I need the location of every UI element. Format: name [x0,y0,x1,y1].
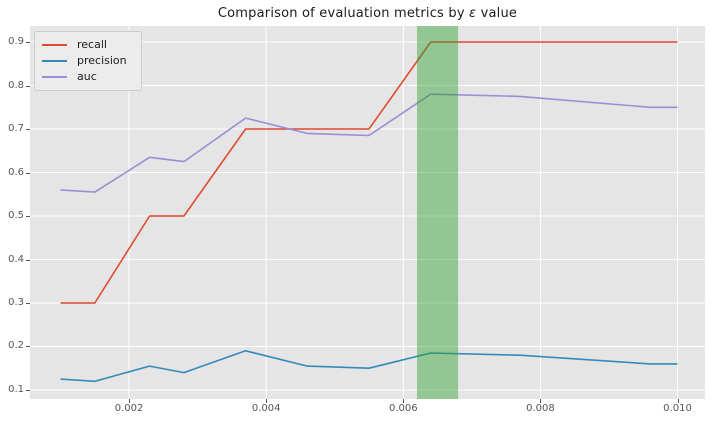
plot-area: recall precision auc [30,26,705,399]
y-tick-label: 0.9 [8,36,24,47]
x-tick-mark [129,399,131,403]
y-tick-mark [26,42,30,43]
y-tick-label: 0.7 [8,123,24,134]
x-tick-mark [540,399,542,403]
series-line-precision [60,349,678,383]
x-tick-mark [266,399,268,403]
y-tick-label: 0.6 [8,166,24,178]
legend-entry-recall: recall [42,37,127,53]
x-tick-mark [677,399,679,403]
y-tick-mark [26,216,30,217]
legend-label-auc: auc [77,70,97,83]
legend-entry-precision: precision [42,53,127,69]
y-tick-mark [26,172,30,174]
chart-title-post: value [476,6,518,21]
recall-line-swatch [42,44,67,46]
legend-label-recall: recall [77,38,107,51]
chart-title: Comparison of evaluation metrics by ε va… [30,6,705,21]
y-tick-label: 0.5 [8,210,24,221]
y-tick-label: 0.2 [8,340,24,352]
series-line-recall [60,41,678,304]
legend: recall precision auc [34,31,142,91]
y-tick-label: 0.1 [8,383,24,395]
y-tick-mark [26,259,30,261]
x-tick-mark [403,399,405,403]
precision-line-swatch [42,60,67,62]
x-tick-label: 0.006 [388,403,418,414]
x-tick-label: 0.004 [251,403,281,414]
legend-label-precision: precision [77,54,127,67]
x-tick-label: 0.008 [526,403,555,414]
auc-line-swatch [42,76,67,78]
x-tick-label: 0.002 [114,403,144,414]
y-tick-mark [26,85,30,87]
x-tick-label: 0.010 [663,403,692,414]
y-tick-mark [26,129,30,130]
y-tick-label: 0.8 [8,79,24,91]
legend-entry-auc: auc [42,69,127,85]
y-tick-mark [26,389,30,391]
y-tick-mark [26,302,30,304]
y-tick-label: 0.4 [8,253,24,265]
epsilon-highlight-band [416,26,459,399]
chart-canvas [30,26,705,399]
chart-title-pre: Comparison of evaluation metrics by [217,6,470,21]
y-tick-mark [26,346,30,348]
y-tick-label: 0.3 [8,296,24,308]
series-line-auc [60,93,678,193]
chart-title-epsilon: ε [469,6,477,21]
